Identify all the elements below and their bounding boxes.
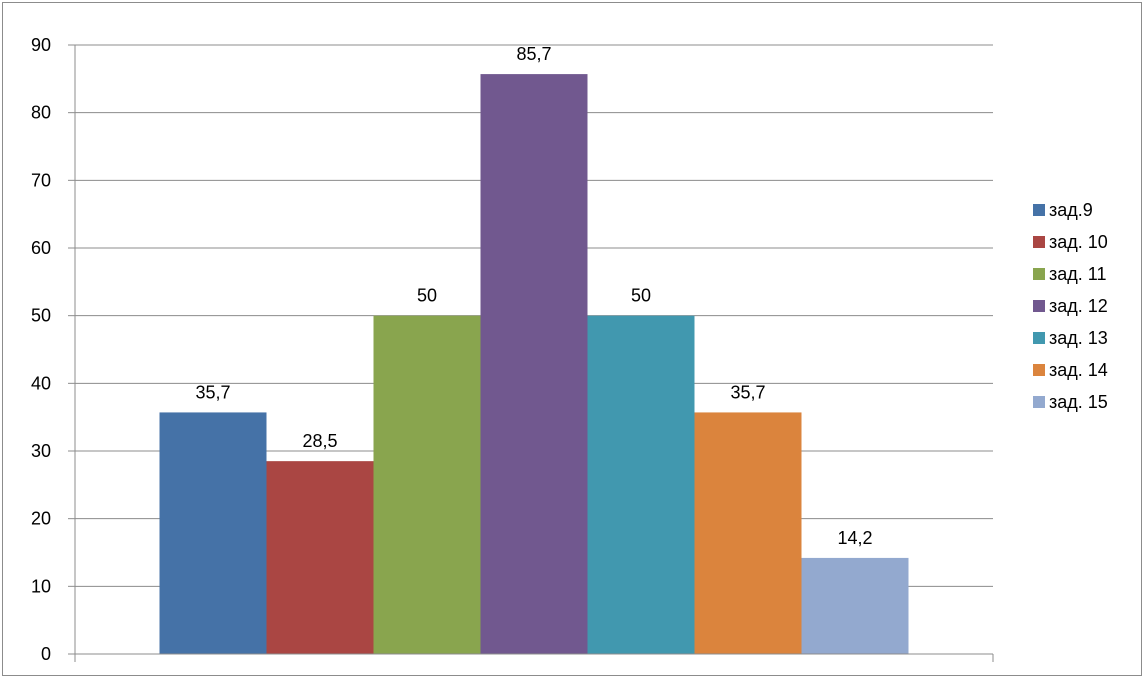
y-tick-label: 50: [31, 306, 51, 326]
data-label: 35,7: [730, 382, 765, 402]
legend-label: зад.9: [1049, 200, 1093, 220]
bar: [159, 412, 267, 654]
data-label: 85,7: [516, 44, 551, 64]
axes: [68, 44, 994, 662]
bar: [694, 412, 802, 654]
data-label: 14,2: [837, 528, 872, 548]
legend-label: зад. 14: [1049, 360, 1108, 380]
data-labels: 35,7 28,5 50 85,7 50 35,7 14,2: [195, 44, 872, 548]
bar: [373, 315, 481, 654]
legend-swatch: [1033, 396, 1045, 408]
y-tick-label: 10: [31, 576, 51, 596]
data-label: 50: [631, 286, 651, 306]
y-axis-tick-labels: 0 10 20 30 40 50 60 70 80 90: [31, 35, 51, 664]
data-label: 28,5: [302, 431, 337, 451]
y-tick-label: 0: [41, 644, 51, 664]
legend-label: зад. 10: [1049, 232, 1108, 252]
legend-swatch: [1033, 236, 1045, 248]
y-tick-label: 60: [31, 238, 51, 258]
y-tick-label: 80: [31, 103, 51, 123]
legend-label: зад. 12: [1049, 296, 1108, 316]
legend-swatch: [1033, 268, 1045, 280]
legend-swatch: [1033, 204, 1045, 216]
y-tick-label: 70: [31, 170, 51, 190]
bar: [266, 461, 374, 654]
bar: [801, 557, 909, 654]
bars: [159, 74, 909, 654]
legend-swatch: [1033, 364, 1045, 376]
legend-label: зад. 13: [1049, 328, 1108, 348]
y-tick-label: 30: [31, 441, 51, 461]
legend-label: зад. 15: [1049, 392, 1108, 412]
legend: зад.9 зад. 10 зад. 11 зад. 12 зад. 13 зад. 14…: [1033, 200, 1108, 412]
data-label: 35,7: [195, 382, 230, 402]
data-label: 50: [417, 286, 437, 306]
y-tick-label: 20: [31, 509, 51, 529]
y-tick-label: 90: [31, 35, 51, 55]
legend-swatch: [1033, 332, 1045, 344]
y-tick-label: 40: [31, 373, 51, 393]
bar: [587, 315, 695, 654]
legend-swatch: [1033, 300, 1045, 312]
legend-label: зад. 11: [1049, 264, 1106, 284]
bar: [480, 74, 588, 654]
